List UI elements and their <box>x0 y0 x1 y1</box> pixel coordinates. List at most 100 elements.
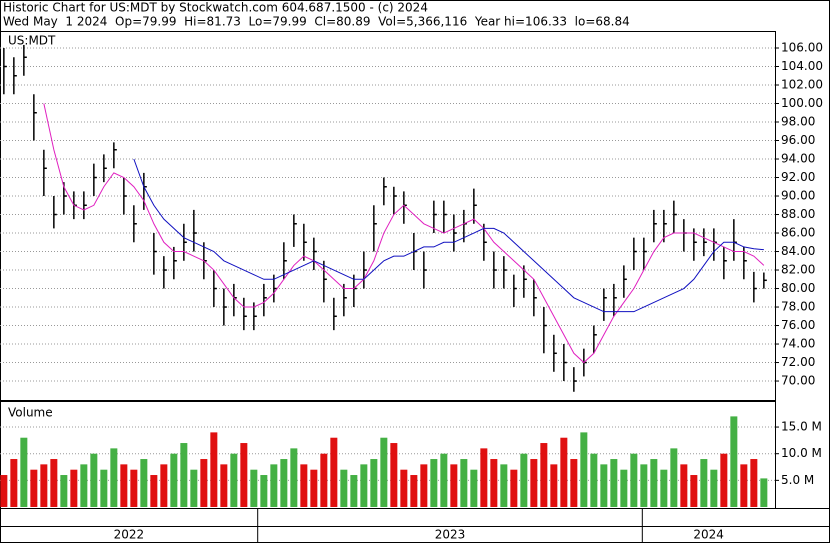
volume-bar <box>200 459 208 507</box>
y-tick-label: 104.00 <box>781 59 823 73</box>
volume-bar <box>630 453 638 507</box>
volume-bar <box>300 464 308 507</box>
volume-bar <box>580 432 588 507</box>
volume-bar <box>210 432 218 507</box>
volume-bar <box>710 469 718 507</box>
volume-bar <box>130 469 138 507</box>
volume-bar <box>590 453 598 507</box>
volume-bar <box>330 437 338 507</box>
volume-bar <box>620 469 628 507</box>
y-tick-label: 82.00 <box>781 263 815 277</box>
volume-bar <box>750 459 758 507</box>
volume-bar <box>100 469 108 507</box>
volume-bar <box>720 453 728 507</box>
y-tick-label: 80.00 <box>781 281 815 295</box>
volume-bar <box>740 464 748 507</box>
volume-bar <box>660 469 668 507</box>
volume-bar <box>640 464 648 507</box>
volume-bar <box>600 464 608 507</box>
volume-bar <box>610 459 618 507</box>
y-tick-label: 92.00 <box>781 170 815 184</box>
volume-bar <box>410 475 418 507</box>
volume-bar <box>90 453 98 507</box>
volume-bar <box>150 475 158 507</box>
price-label: US:MDT <box>8 34 56 48</box>
volume-bar <box>160 464 168 507</box>
volume-bar <box>510 469 518 507</box>
volume-bar <box>430 459 438 507</box>
volume-bar <box>490 459 498 507</box>
volume-bar <box>270 464 278 507</box>
moving-average <box>43 103 765 364</box>
y-tick-label: 5.0 M <box>781 473 814 487</box>
x-tick-label: 2024 <box>693 528 724 542</box>
volume-bar <box>730 416 738 507</box>
y-tick-label: 88.00 <box>781 207 815 221</box>
y-tick-label: 102.00 <box>781 78 823 92</box>
y-tick-label: 78.00 <box>781 300 815 314</box>
volume-bar <box>340 469 348 507</box>
y-tick-label: 98.00 <box>781 115 815 129</box>
volume-bar <box>540 443 548 507</box>
volume-bar <box>170 453 178 507</box>
volume-bar <box>140 459 148 507</box>
x-tick-label: 2022 <box>114 528 145 542</box>
volume-bar <box>20 437 28 507</box>
volume-bar <box>420 464 428 507</box>
y-tick-label: 106.00 <box>781 41 823 55</box>
y-tick-label: 86.00 <box>781 226 815 240</box>
volume-bar <box>680 464 688 507</box>
y-tick-label: 94.00 <box>781 152 815 166</box>
volume-bar <box>290 448 298 507</box>
volume-bar <box>360 464 368 507</box>
volume-bar <box>110 448 118 507</box>
volume-bar <box>530 459 538 507</box>
volume-bar <box>700 459 708 507</box>
volume-bar <box>480 448 488 507</box>
y-tick-label: 90.00 <box>781 189 815 203</box>
volume-bar <box>560 437 568 507</box>
volume-bar <box>470 469 478 507</box>
volume-bar <box>190 469 198 507</box>
y-tick-label: 76.00 <box>781 318 815 332</box>
volume-bar <box>40 464 48 507</box>
volume-bar <box>390 443 398 507</box>
y-tick-label: 72.00 <box>781 355 815 369</box>
volume-bar <box>350 475 358 507</box>
volume-bar <box>250 469 258 507</box>
volume-bar <box>500 464 508 507</box>
volume-bar <box>650 459 658 507</box>
volume-bar <box>70 469 78 507</box>
volume-bar <box>80 464 88 507</box>
y-tick-label: 70.00 <box>781 374 815 388</box>
volume-bar <box>180 443 188 507</box>
volume-bar <box>320 453 328 507</box>
volume-bar <box>50 459 58 507</box>
volume-bar <box>370 459 378 507</box>
volume-bar <box>60 475 68 507</box>
volume-bar <box>460 459 468 507</box>
volume-bar <box>450 464 458 507</box>
volume-bar <box>230 453 238 507</box>
y-tick-label: 84.00 <box>781 244 815 258</box>
volume-bar <box>280 459 288 507</box>
volume-bar <box>440 453 448 507</box>
volume-bar <box>0 475 8 507</box>
volume-bar <box>260 475 268 507</box>
y-tick-label: 15.0 M <box>781 420 822 434</box>
volume-bar <box>240 443 248 507</box>
volume-bar <box>520 453 528 507</box>
y-tick-label: 10.0 M <box>781 446 822 460</box>
volume-label: Volume <box>8 406 53 420</box>
y-tick-label: 74.00 <box>781 337 815 351</box>
volume-bar <box>400 469 408 507</box>
volume-bar <box>690 475 698 507</box>
chart-subtitle: Wed May 1 2024 Op=79.99 Hi=81.73 Lo=79.9… <box>3 15 630 29</box>
volume-bar <box>380 437 388 507</box>
volume-bar <box>220 464 228 507</box>
volume-bar <box>760 478 768 507</box>
x-tick-label: 2023 <box>435 528 466 542</box>
volume-bar <box>10 459 18 507</box>
volume-bar <box>310 469 318 507</box>
